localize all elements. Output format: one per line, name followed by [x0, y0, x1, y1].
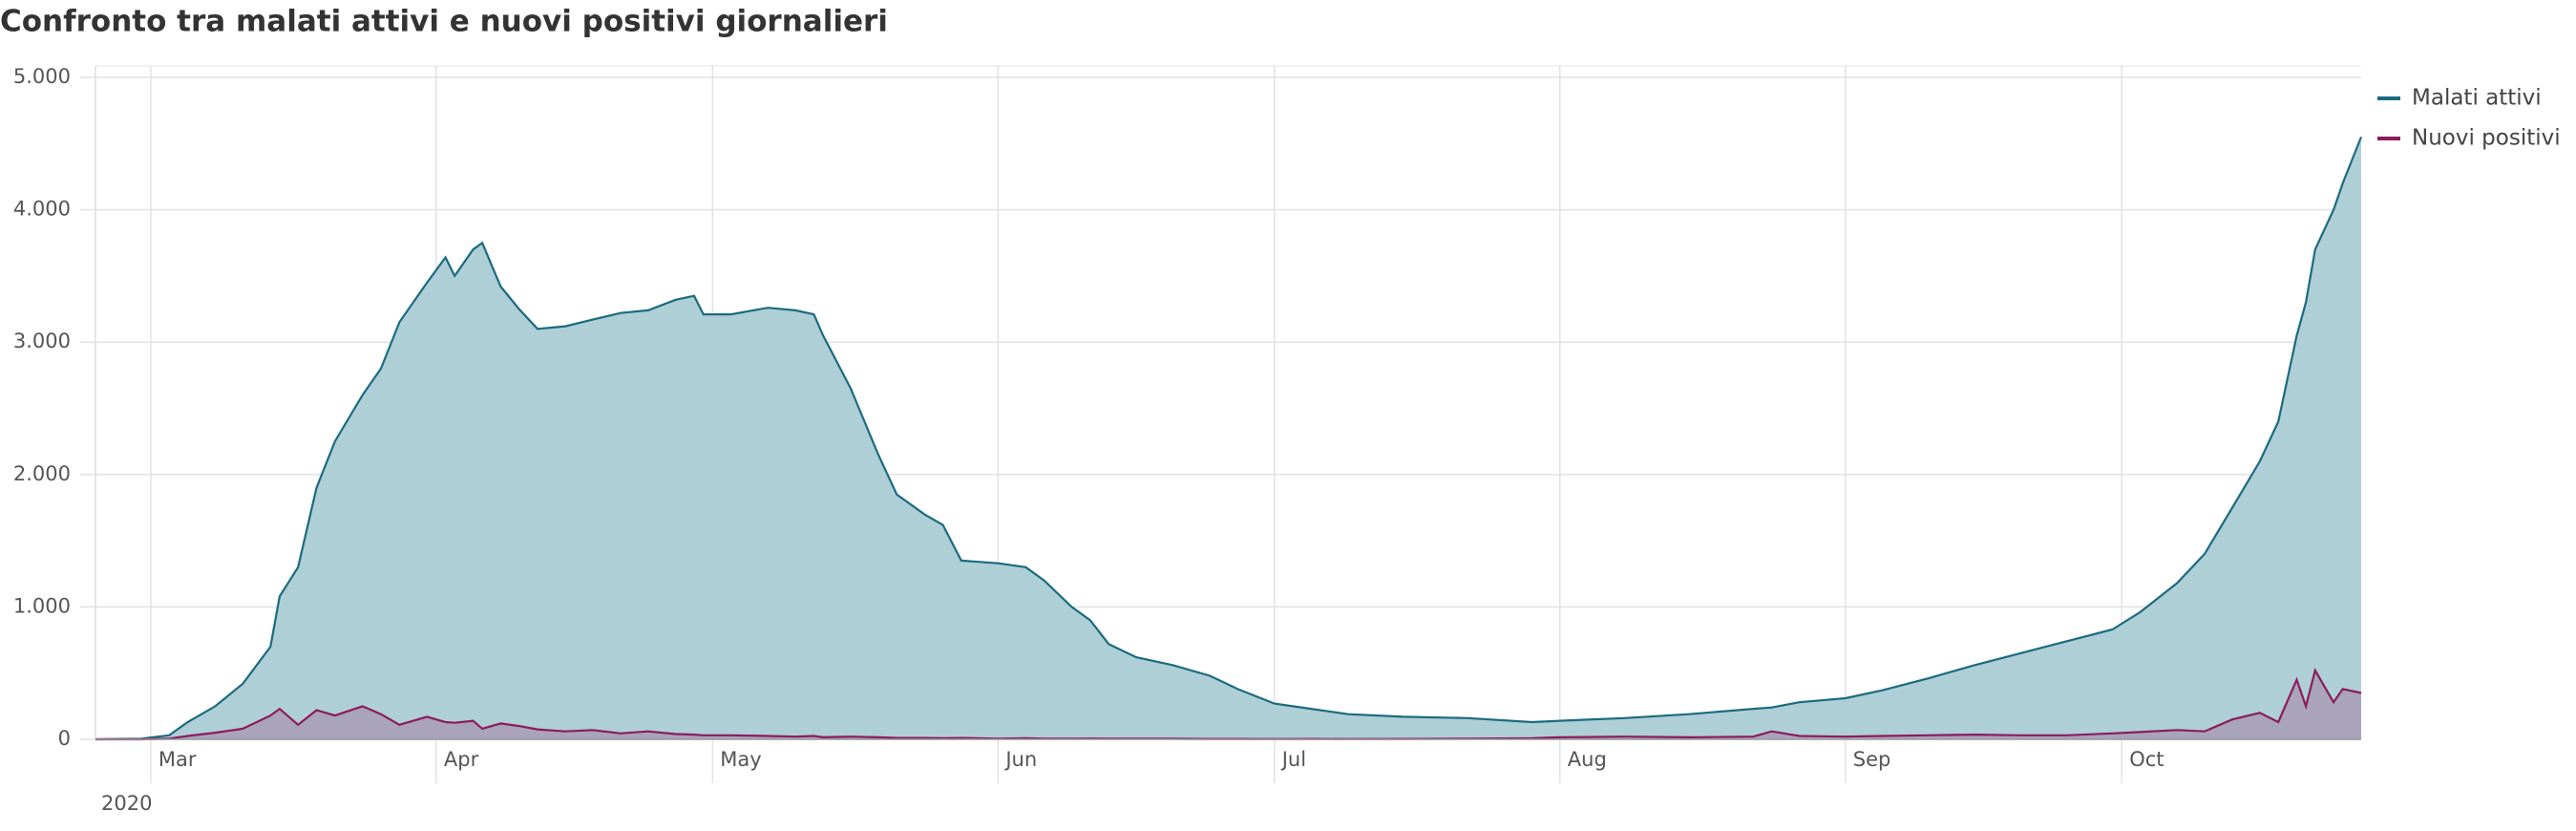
x-tick-label: Aug: [1568, 748, 1607, 771]
area-line: [95, 136, 2363, 741]
x-tick-label: May: [720, 748, 761, 771]
legend-label: Malati attivi: [2412, 86, 2542, 111]
x-tick-label: Mar: [158, 748, 197, 771]
y-tick-label: 1.000: [13, 594, 71, 617]
x-tick-label: Sep: [1853, 748, 1891, 771]
y-tick-label: 0: [58, 727, 71, 750]
y-tick-label: 2.000: [13, 462, 71, 485]
x-tick-label: Jul: [1280, 748, 1306, 771]
y-tick-label: 3.000: [13, 330, 71, 352]
x-tick-label: Apr: [444, 748, 479, 771]
y-tick-label: 5.000: [13, 65, 71, 88]
area-fill: [95, 137, 2361, 739]
y-tick-label: 4.000: [13, 198, 71, 221]
x-tick-label: Oct: [2129, 748, 2164, 771]
x-year-label: 2020: [101, 792, 152, 815]
chart-title: Confronto tra malati attivi e nuovi posi…: [0, 5, 888, 39]
x-tick-label: Jun: [1003, 748, 1037, 771]
legend-label: Nuovi positivi: [2412, 126, 2561, 151]
